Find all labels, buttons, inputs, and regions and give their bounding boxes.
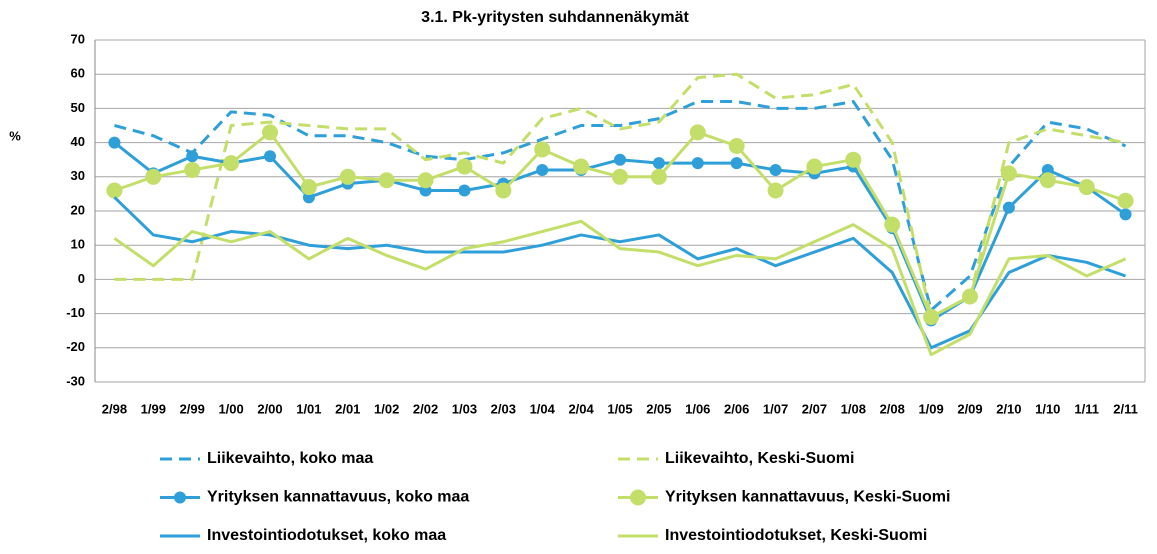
series-marker <box>884 216 901 233</box>
x-tick-label: 2/98 <box>102 401 127 416</box>
legend-label: Liikevaihto, Keski-Suomi <box>665 450 854 467</box>
y-tick-label: 10 <box>71 237 85 252</box>
series-marker <box>691 157 704 170</box>
series-marker <box>264 150 276 163</box>
series-marker <box>845 151 862 168</box>
series-marker <box>689 124 706 141</box>
series-marker <box>652 157 665 170</box>
x-tick-label: 1/06 <box>685 401 710 416</box>
x-tick-label: 2/10 <box>996 401 1021 416</box>
x-tick-label: 2/04 <box>568 401 594 416</box>
x-tick-label: 2/01 <box>335 401 360 416</box>
x-tick-label: 1/01 <box>296 401 321 416</box>
y-tick-label: 60 <box>71 66 85 81</box>
y-tick-label: 70 <box>71 31 85 46</box>
legend-marker <box>630 489 646 506</box>
series-marker <box>614 153 626 166</box>
series-marker <box>1119 208 1132 221</box>
series-marker <box>536 163 549 176</box>
y-axis-label: % <box>9 128 21 143</box>
series-marker <box>650 168 667 185</box>
x-tick-label: 1/11 <box>1074 401 1099 416</box>
series-marker <box>962 288 978 305</box>
x-tick-label: 1/07 <box>763 401 788 416</box>
x-tick-label: 2/09 <box>957 401 982 416</box>
series-marker <box>730 157 743 170</box>
series-line <box>113 196 1127 350</box>
series-marker <box>184 161 201 178</box>
x-tick-label: 2/06 <box>724 401 749 416</box>
y-tick-label: 30 <box>71 168 85 183</box>
series-marker <box>1078 179 1095 196</box>
y-tick-label: -10 <box>66 305 85 320</box>
series-marker <box>1039 172 1056 189</box>
series-marker <box>300 179 317 196</box>
series-marker <box>108 136 121 149</box>
series-marker <box>1000 165 1017 182</box>
x-tick-label: 2/08 <box>880 401 905 416</box>
legend-label: Investointiodotukset, koko maa <box>207 527 446 544</box>
legend-marker <box>174 491 186 504</box>
series-marker <box>262 124 278 141</box>
series-marker <box>456 158 473 175</box>
legend-label: Yrityksen kannattavuus, koko maa <box>207 489 469 506</box>
series-marker <box>458 184 471 197</box>
x-tick-label: 2/05 <box>646 401 671 416</box>
x-tick-label: 1/99 <box>141 401 166 416</box>
y-tick-label: 20 <box>71 202 85 217</box>
series-marker <box>806 158 823 175</box>
series-marker <box>106 182 123 199</box>
y-tick-label: 0 <box>78 271 85 286</box>
x-tick-label: 1/08 <box>841 401 866 416</box>
series-marker <box>923 309 940 326</box>
series-marker <box>1117 192 1134 209</box>
series-marker <box>339 168 356 185</box>
x-tick-label: 2/00 <box>257 401 282 416</box>
y-tick-label: 50 <box>71 100 85 115</box>
x-tick-label: 1/04 <box>530 401 556 416</box>
series-marker <box>495 182 512 199</box>
x-tick-label: 1/10 <box>1035 401 1060 416</box>
x-tick-label: 1/05 <box>607 401 632 416</box>
x-tick-label: 1/02 <box>374 401 399 416</box>
y-tick-label: -20 <box>66 339 85 354</box>
x-tick-label: 2/07 <box>802 401 827 416</box>
y-tick-label: -30 <box>66 373 85 388</box>
series-marker <box>769 163 782 176</box>
legend-label: Investointiodotukset, Keski-Suomi <box>665 527 927 544</box>
series-marker <box>1002 201 1015 214</box>
y-tick-label: 40 <box>71 134 85 149</box>
series-marker <box>728 138 745 155</box>
series-marker <box>612 168 628 185</box>
series-marker <box>417 172 434 189</box>
series-marker <box>378 172 395 189</box>
series-marker <box>186 150 199 163</box>
x-tick-label: 1/09 <box>918 401 943 416</box>
x-tick-label: 2/02 <box>413 401 438 416</box>
x-tick-label: 2/03 <box>491 401 516 416</box>
series-marker <box>573 158 590 175</box>
series-marker <box>145 168 162 185</box>
x-tick-label: 1/03 <box>452 401 477 416</box>
series-marker <box>534 141 551 158</box>
legend-label: Liikevaihto, koko maa <box>207 450 373 467</box>
x-tick-label: 1/00 <box>218 401 243 416</box>
series-marker <box>767 182 784 199</box>
legend-label: Yrityksen kannattavuus, Keski-Suomi <box>665 489 950 506</box>
x-tick-label: 2/11 <box>1113 401 1138 416</box>
series-line <box>113 219 1127 357</box>
chart-title: 3.1. Pk-yritysten suhdannenäkymät <box>421 9 689 26</box>
series-marker <box>223 155 240 172</box>
x-tick-label: 2/99 <box>180 401 205 416</box>
